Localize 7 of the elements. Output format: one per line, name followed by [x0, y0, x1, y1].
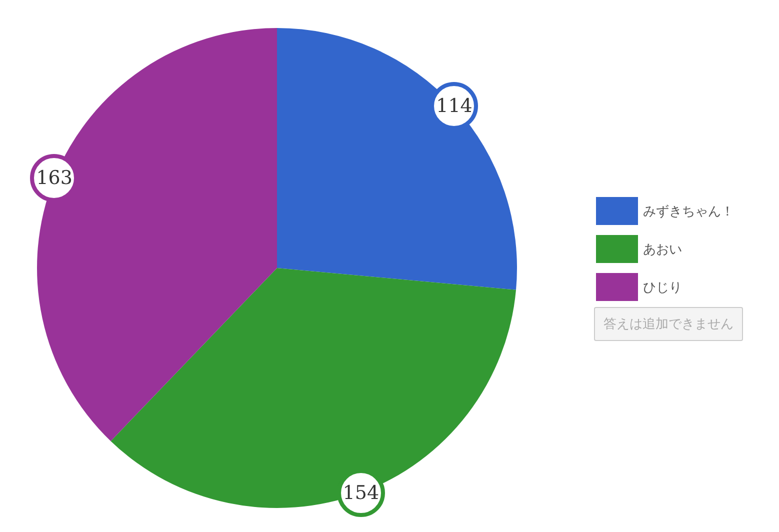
legend-label: あおい — [643, 242, 682, 256]
data-label: 114 — [430, 82, 478, 130]
disabled-button: 答えは追加できません — [594, 307, 743, 341]
legend-label: みずきちゃん！ — [643, 204, 734, 218]
data-label: 163 — [30, 154, 78, 202]
legend-label: ひじり — [643, 280, 682, 294]
data-label: 154 — [336, 468, 385, 517]
